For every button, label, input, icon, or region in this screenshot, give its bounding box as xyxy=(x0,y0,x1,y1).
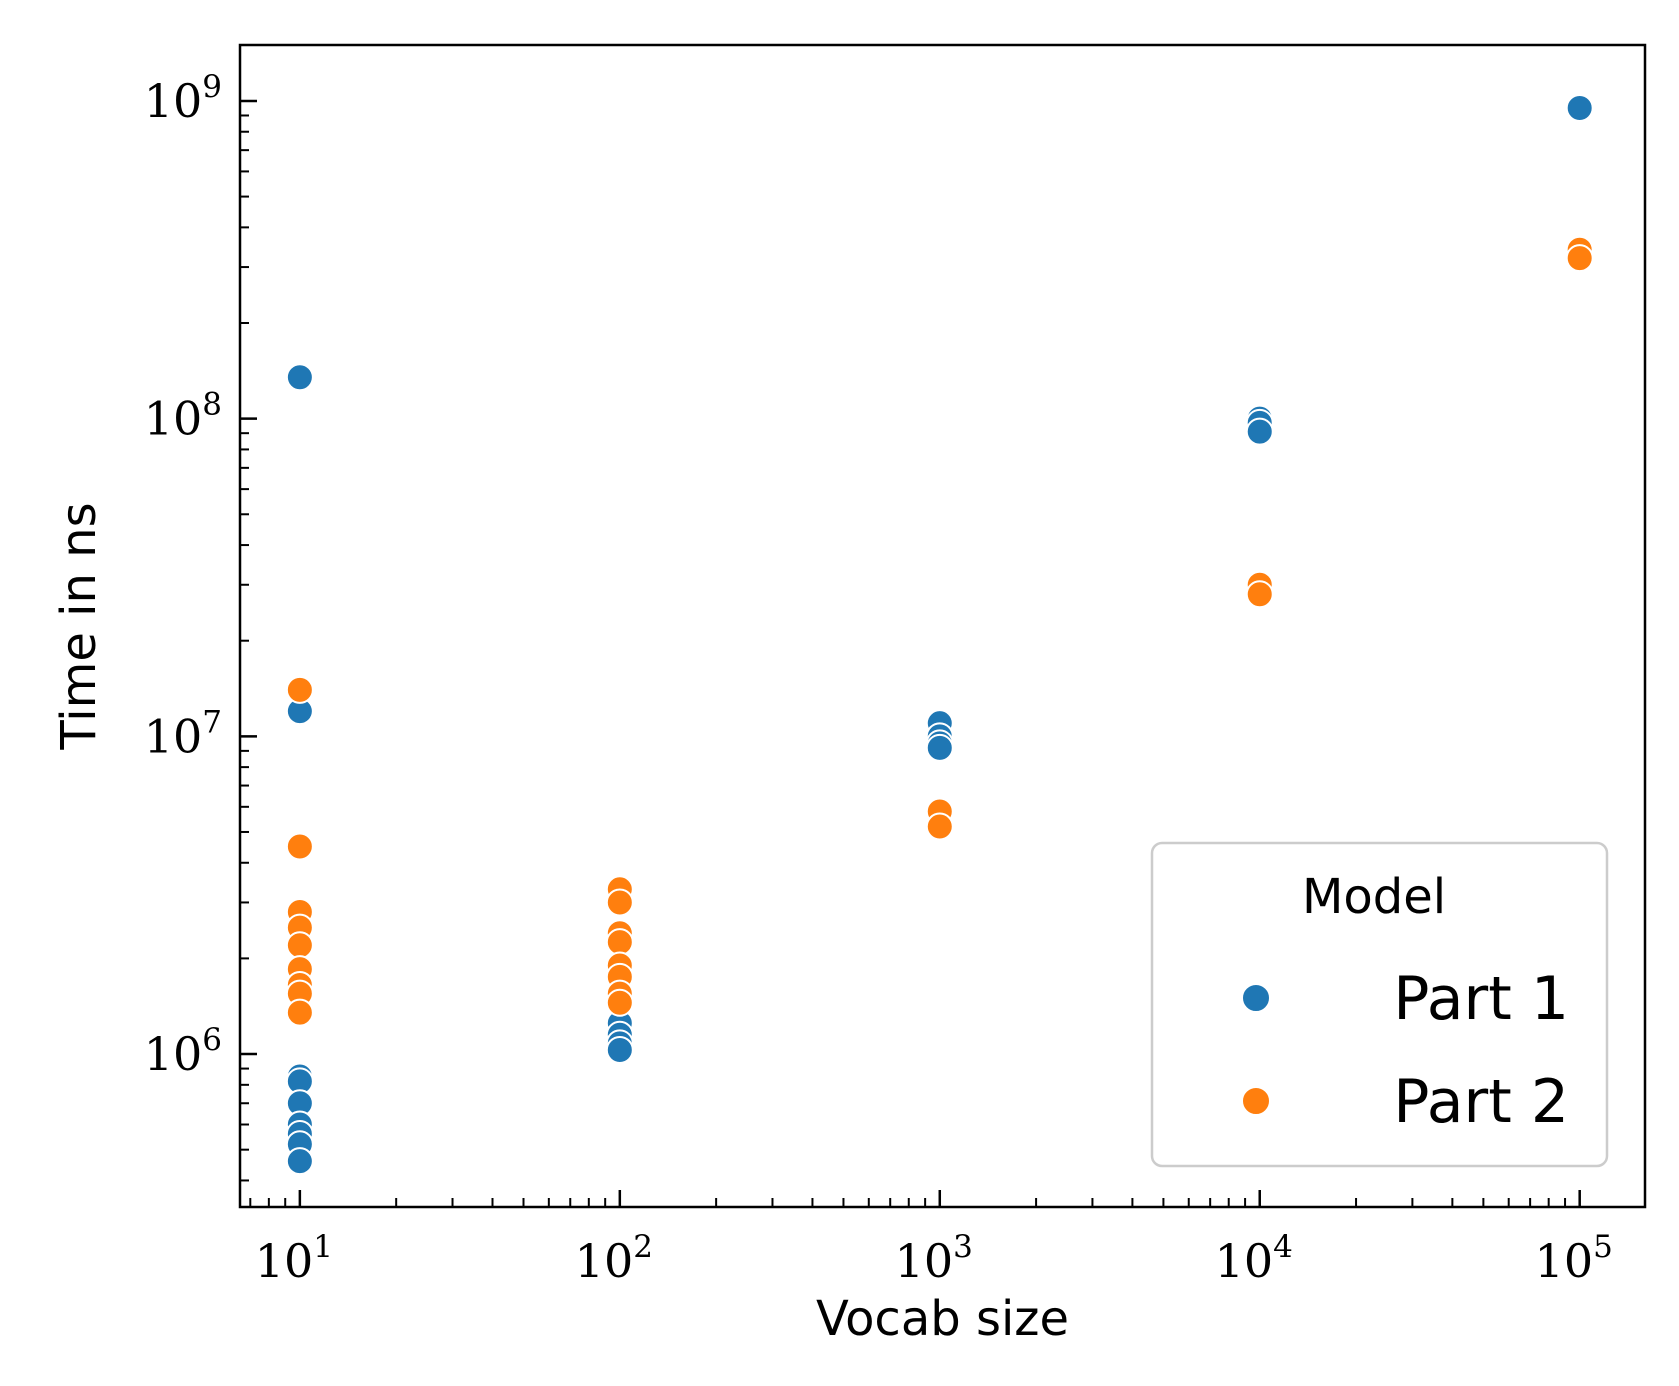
series-2-points xyxy=(285,235,1594,1027)
data-point xyxy=(605,928,634,957)
data-point xyxy=(285,832,314,861)
data-points xyxy=(285,94,1594,1176)
y-axis-label: Time in ns xyxy=(51,502,107,750)
y-tick-label: 106 xyxy=(144,1022,222,1081)
y-tick-label: 109 xyxy=(144,69,222,128)
legend: Model Part 1 Part 2 xyxy=(1150,841,1609,1168)
data-point xyxy=(1565,244,1594,273)
legend-item-1: Part 1 xyxy=(1241,964,1569,1034)
plot-frame xyxy=(238,43,1647,1209)
data-point xyxy=(285,998,314,1027)
data-point xyxy=(925,812,954,841)
legend-label: Part 2 xyxy=(1393,1067,1569,1137)
x-axis-label: Vocab size xyxy=(816,1291,1069,1347)
data-point xyxy=(285,1147,314,1176)
data-point xyxy=(1565,94,1594,123)
legend-title: Model xyxy=(1302,869,1446,925)
data-point xyxy=(1245,580,1274,609)
data-point xyxy=(605,888,634,917)
legend-items: Part 1 Part 2 xyxy=(1241,964,1569,1137)
legend-marker xyxy=(1241,1086,1271,1116)
legend-item-2: Part 2 xyxy=(1241,1067,1569,1137)
major-ticks xyxy=(240,99,1581,1207)
legend-marker xyxy=(1241,983,1271,1013)
data-point xyxy=(605,988,634,1017)
data-point xyxy=(605,1035,634,1064)
series-1-points xyxy=(285,94,1594,1176)
y-tick-label: 107 xyxy=(144,704,222,763)
data-point xyxy=(285,931,314,960)
legend-box xyxy=(1150,841,1609,1168)
minor-ticks xyxy=(240,114,1567,1207)
data-point xyxy=(1245,417,1274,446)
legend-label: Part 1 xyxy=(1393,964,1569,1034)
data-point xyxy=(925,733,954,762)
data-point xyxy=(285,363,314,392)
data-point xyxy=(285,675,314,704)
y-tick-label: 108 xyxy=(144,387,222,446)
